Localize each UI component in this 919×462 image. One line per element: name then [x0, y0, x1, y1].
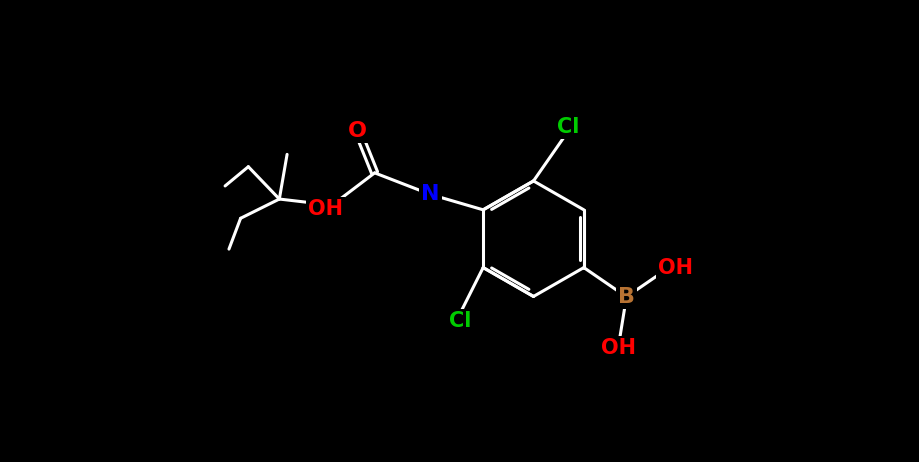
Text: OH: OH	[600, 339, 636, 359]
Text: Cl: Cl	[557, 117, 579, 137]
Text: N: N	[421, 184, 439, 204]
Text: O: O	[347, 121, 367, 140]
Text: OH: OH	[308, 199, 343, 219]
Text: B: B	[618, 287, 634, 307]
Text: Cl: Cl	[448, 311, 471, 331]
Text: OH: OH	[657, 258, 692, 278]
